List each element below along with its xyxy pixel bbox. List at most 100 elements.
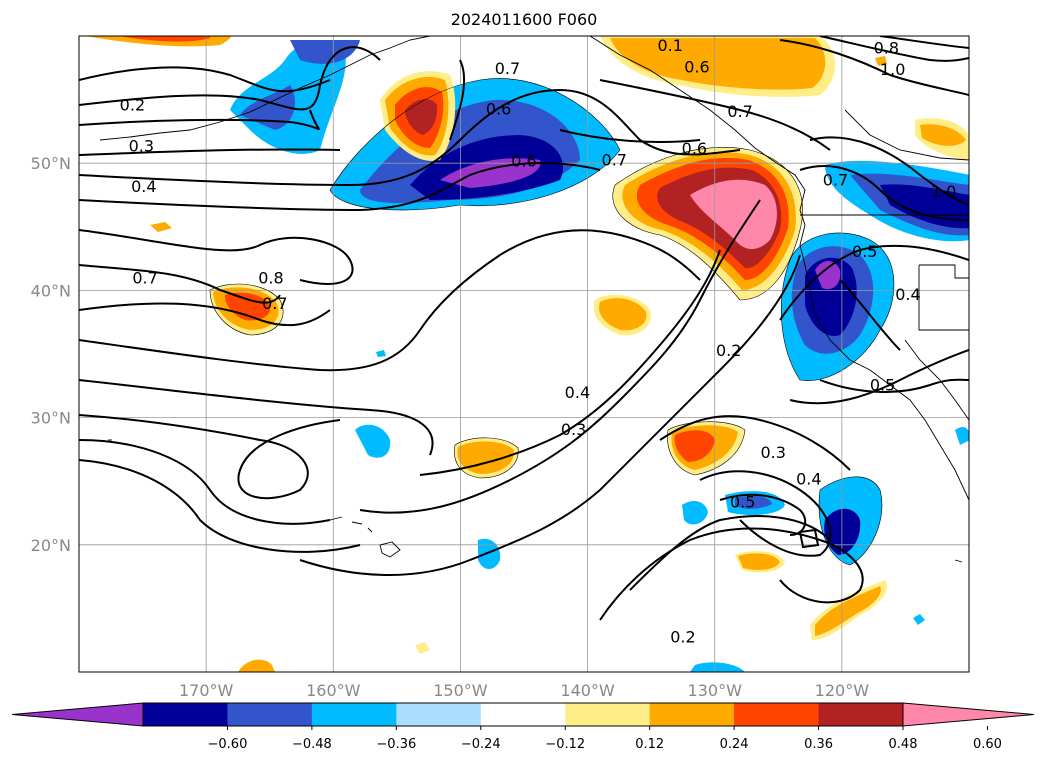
us-mexico-coast [799,224,969,501]
map-frame [78,35,970,673]
neg-anomaly-subtropics [355,350,969,672]
contour-08 [79,264,281,304]
contour-03 [79,109,320,131]
lat-tick-label: 40°N [31,281,71,300]
contour-label: 0.4 [131,177,156,196]
contour-05 [79,88,741,187]
colorbar-tick-label: −0.48 [292,737,332,752]
colorbar-bin [143,703,228,726]
contour-lines [79,36,969,621]
colorbar-bin [818,703,904,726]
contour-label: 1.0 [931,182,956,201]
colorbar-tick-label: 0.12 [635,737,664,752]
contour-07-gulf [449,59,466,141]
hawaii-islands [329,516,373,533]
contour-label: 0.6 [684,58,709,77]
contour-14 [79,459,361,553]
lon-tick-label: 120°W [815,681,870,700]
colorbar-tick-label: 0.24 [720,737,749,752]
aleutian-coast [99,36,431,141]
colorbar: −0.60 −0.48 −0.36 −0.24 −0.12 0.12 0.24 0.36 0.4… [11,702,1035,752]
contour-north-2 [79,46,381,111]
contour-label: 0.8 [874,38,899,57]
hawaii-big-island [379,541,401,558]
contour-04 [79,148,341,156]
contour-04-main [419,249,721,476]
contour-12 [79,414,341,500]
colorbar-tick-label: −0.24 [461,737,501,752]
contour-label: 0.5 [730,493,755,512]
colorbar-extend-max [902,702,1035,727]
contour-label: 0.3 [760,443,785,462]
colorbar-tick-label: 0.36 [804,737,833,752]
contour-label: 0.7 [132,269,157,288]
map-title: 2024011600 F060 [450,10,598,29]
contour-10-north [779,39,969,96]
contour-label: 0.1 [657,36,682,55]
contour-label: 0.7 [495,59,520,78]
contour-label: 0.2 [716,341,741,360]
contour-label: 1.0 [880,60,905,79]
contour-05-east [779,244,969,321]
lon-tick-label: 140°W [560,681,615,700]
contour-10 [79,229,701,372]
colorbar-bin [480,703,566,726]
contour-06 [79,162,601,212]
contour-05-southeast-2 [819,378,969,393]
contour-label: 0.6 [682,139,707,158]
colorbar-bin [227,703,313,726]
contour-label: 0.6 [511,152,536,171]
shading-outlines [209,78,895,566]
contour-label: 0.4 [796,470,821,489]
colorbar-tick-label: −0.12 [545,737,585,752]
contour-south-3 [659,415,851,471]
contour-03-south [699,470,832,557]
colorbar-bin [311,703,397,726]
contour-label: 0.6 [486,100,511,119]
contour-04-south [719,493,807,536]
colorbar-tick-label: 0.48 [889,737,918,752]
coastlines-borders [99,36,969,563]
state-border-1 [919,264,969,279]
map-gridlines [79,36,969,672]
lat-tick-label: 30°N [31,409,71,428]
contour-13 [79,439,331,525]
pos-anomaly-alaska [600,36,969,160]
colorbar-bin [649,703,735,726]
contour-label: 0.7 [823,171,848,190]
state-border-2 [918,265,969,331]
contour-05-southeast [789,349,969,405]
canada-interior-border [844,109,969,161]
contour-11 [79,379,434,456]
colorbar-bin [396,703,482,726]
contour-label: 0.3 [561,420,586,439]
colorbar-tick-label: 0.60 [973,737,1002,752]
colorbar-extend-min [11,702,144,727]
small-island [954,559,963,563]
longitude-labels: 170°W 160°W 150°W 140°W 130°W 120°W [179,681,869,700]
contour-labels: 0.2 0.3 0.4 0.7 0.8 0.7 0.6 0.7 0.6 0.6 0.7 0.8 1.0 0… [120,36,957,646]
contour-north-1 [79,66,331,93]
contour-label: 0.5 [852,242,877,261]
colorbar-frame [142,702,904,727]
lon-tick-label: 150°W [433,681,488,700]
pos-anomaly-subtropics [238,56,888,672]
contour-label: 0.4 [895,285,920,304]
contour-02-main [299,254,801,576]
contour-07-north [879,36,969,49]
colorbar-tick-label: −0.60 [208,737,248,752]
contour-label: 0.7 [727,102,752,121]
contour-07 [79,229,354,285]
contour-07-alaska [559,129,701,143]
lat-tick-label: 50°N [31,154,71,173]
contour-south-2 [629,515,831,591]
contour-label: 0.4 [565,383,590,402]
lon-tick-label: 130°W [688,681,743,700]
contour-03-main [359,199,761,514]
latitude-labels: 50°N 40°N 30°N 20°N [31,154,71,555]
contour-06-alaska [599,79,831,151]
colorbar-bin [565,703,651,726]
pos-anomaly-northeast-pacific [612,147,803,300]
colorbar-bin [734,703,820,726]
